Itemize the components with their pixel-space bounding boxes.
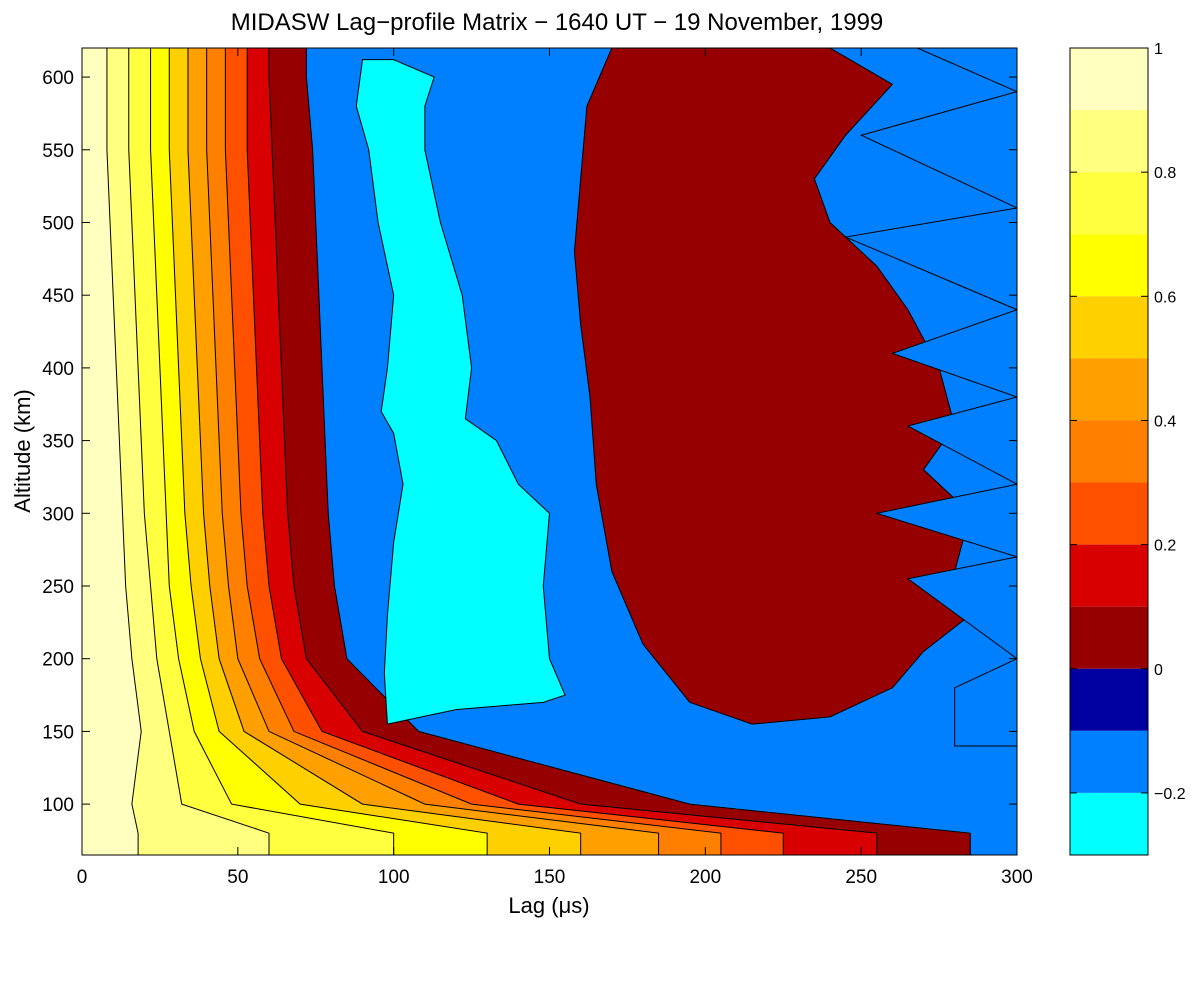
y-tick-label: 400 (42, 359, 74, 380)
colorbar-swatch-7 (1070, 482, 1148, 545)
colorbar-swatch-12 (1070, 792, 1148, 855)
colorbar-frame (1069, 47, 1149, 856)
contour-band-7 (82, 48, 488, 855)
contour-bands (82, 48, 1017, 855)
contour-band-6 (82, 48, 582, 855)
colorbar-swatch-8 (1070, 544, 1148, 607)
colorbar-swatch-2 (1070, 172, 1148, 235)
y-tick-label: 600 (42, 68, 74, 89)
colorbar-swatch-9 (1070, 606, 1148, 669)
colorbar: 1 0.8 0.6 0.4 0.2 0 −0.2 (1069, 41, 1186, 856)
contour-region-0 (355, 59, 566, 725)
contour-band-8 (82, 48, 395, 855)
y-tick-label: 250 (42, 577, 74, 598)
y-tick-label: 550 (42, 141, 74, 162)
y-tick-label: 450 (42, 286, 74, 307)
x-tick-label: 150 (534, 867, 566, 888)
colorbar-swatch-10 (1070, 668, 1148, 731)
contour-band-5 (82, 48, 660, 855)
x-tick-label: 50 (227, 867, 248, 888)
colorbar-tick-label: 1 (1154, 41, 1163, 58)
y-tick-label: 350 (42, 432, 74, 453)
colorbar-swatch-5 (1070, 358, 1148, 421)
x-tick-label: 300 (1001, 867, 1033, 888)
y-axis: 100 150 200 250 300 350 400 450 500 550 600 (42, 68, 1017, 816)
x-axis-label-prefix: Lag ( (508, 893, 559, 918)
colorbar-swatch-11 (1070, 730, 1148, 793)
chart-title: MIDASW Lag−profile Matrix − 1640 UT − 19… (231, 9, 884, 36)
x-axis-label: Lag (μs) (508, 893, 589, 918)
contour-region-2 (843, 48, 1017, 747)
contour-region-1 (573, 48, 971, 725)
y-tick-label: 150 (42, 722, 74, 743)
y-axis-label: Altitude (km) (10, 389, 35, 512)
colorbar-tick-label: 0.6 (1154, 289, 1176, 306)
colorbar-swatch-0 (1070, 48, 1148, 111)
y-tick-label: 200 (42, 650, 74, 671)
x-tick-label: 100 (378, 867, 410, 888)
colorbar-tick-label: 0.4 (1154, 413, 1176, 430)
colorbar-swatch-1 (1070, 110, 1148, 173)
colorbar-tick-label: 0.8 (1154, 165, 1176, 182)
colorbar-swatch-4 (1070, 296, 1148, 359)
colorbar-swatch-6 (1070, 420, 1148, 483)
x-axis: 0 50 100 150 200 250 300 (77, 48, 1033, 888)
contour-band-4 (82, 48, 722, 855)
y-tick-label: 100 (42, 795, 74, 816)
colorbar-tick-label: 0 (1154, 662, 1163, 679)
y-tick-label: 500 (42, 213, 74, 234)
colorbar-swatch-3 (1070, 234, 1148, 297)
colorbar-tick-label: 0.2 (1154, 538, 1176, 555)
x-tick-label: 0 (77, 867, 88, 888)
x-axis-label-mu: μ (559, 893, 572, 918)
contour-band-10 (82, 48, 142, 855)
x-axis-label-suffix: s) (571, 893, 589, 918)
x-tick-label: 250 (845, 867, 877, 888)
x-tick-label: 200 (689, 867, 721, 888)
colorbar-tick-label: −0.2 (1154, 786, 1186, 803)
y-tick-label: 300 (42, 504, 74, 525)
